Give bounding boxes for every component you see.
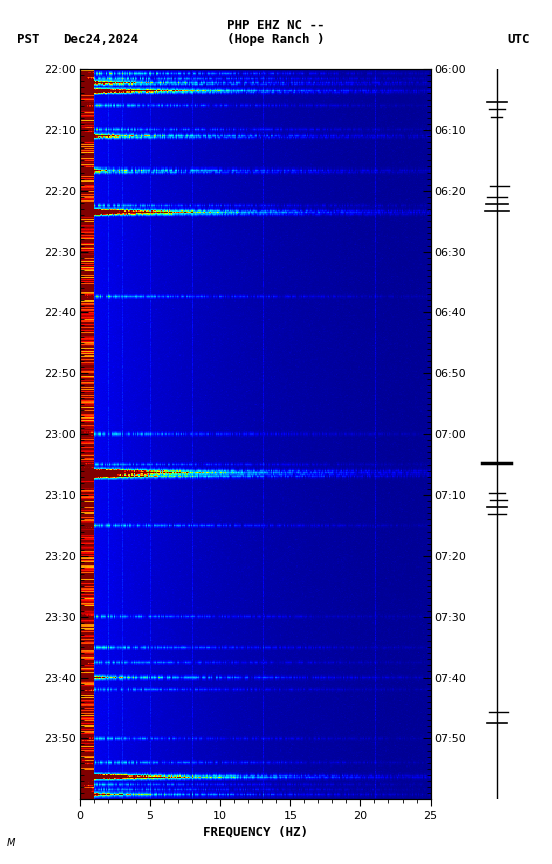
- X-axis label: FREQUENCY (HZ): FREQUENCY (HZ): [203, 825, 308, 838]
- Text: PHP EHZ NC --: PHP EHZ NC --: [227, 19, 325, 32]
- Text: UTC: UTC: [507, 33, 530, 46]
- Text: (Hope Ranch ): (Hope Ranch ): [227, 33, 325, 46]
- Text: Dec24,2024: Dec24,2024: [63, 33, 139, 46]
- Text: $\mathit{M}$: $\mathit{M}$: [6, 836, 15, 848]
- Text: PST: PST: [17, 33, 39, 46]
